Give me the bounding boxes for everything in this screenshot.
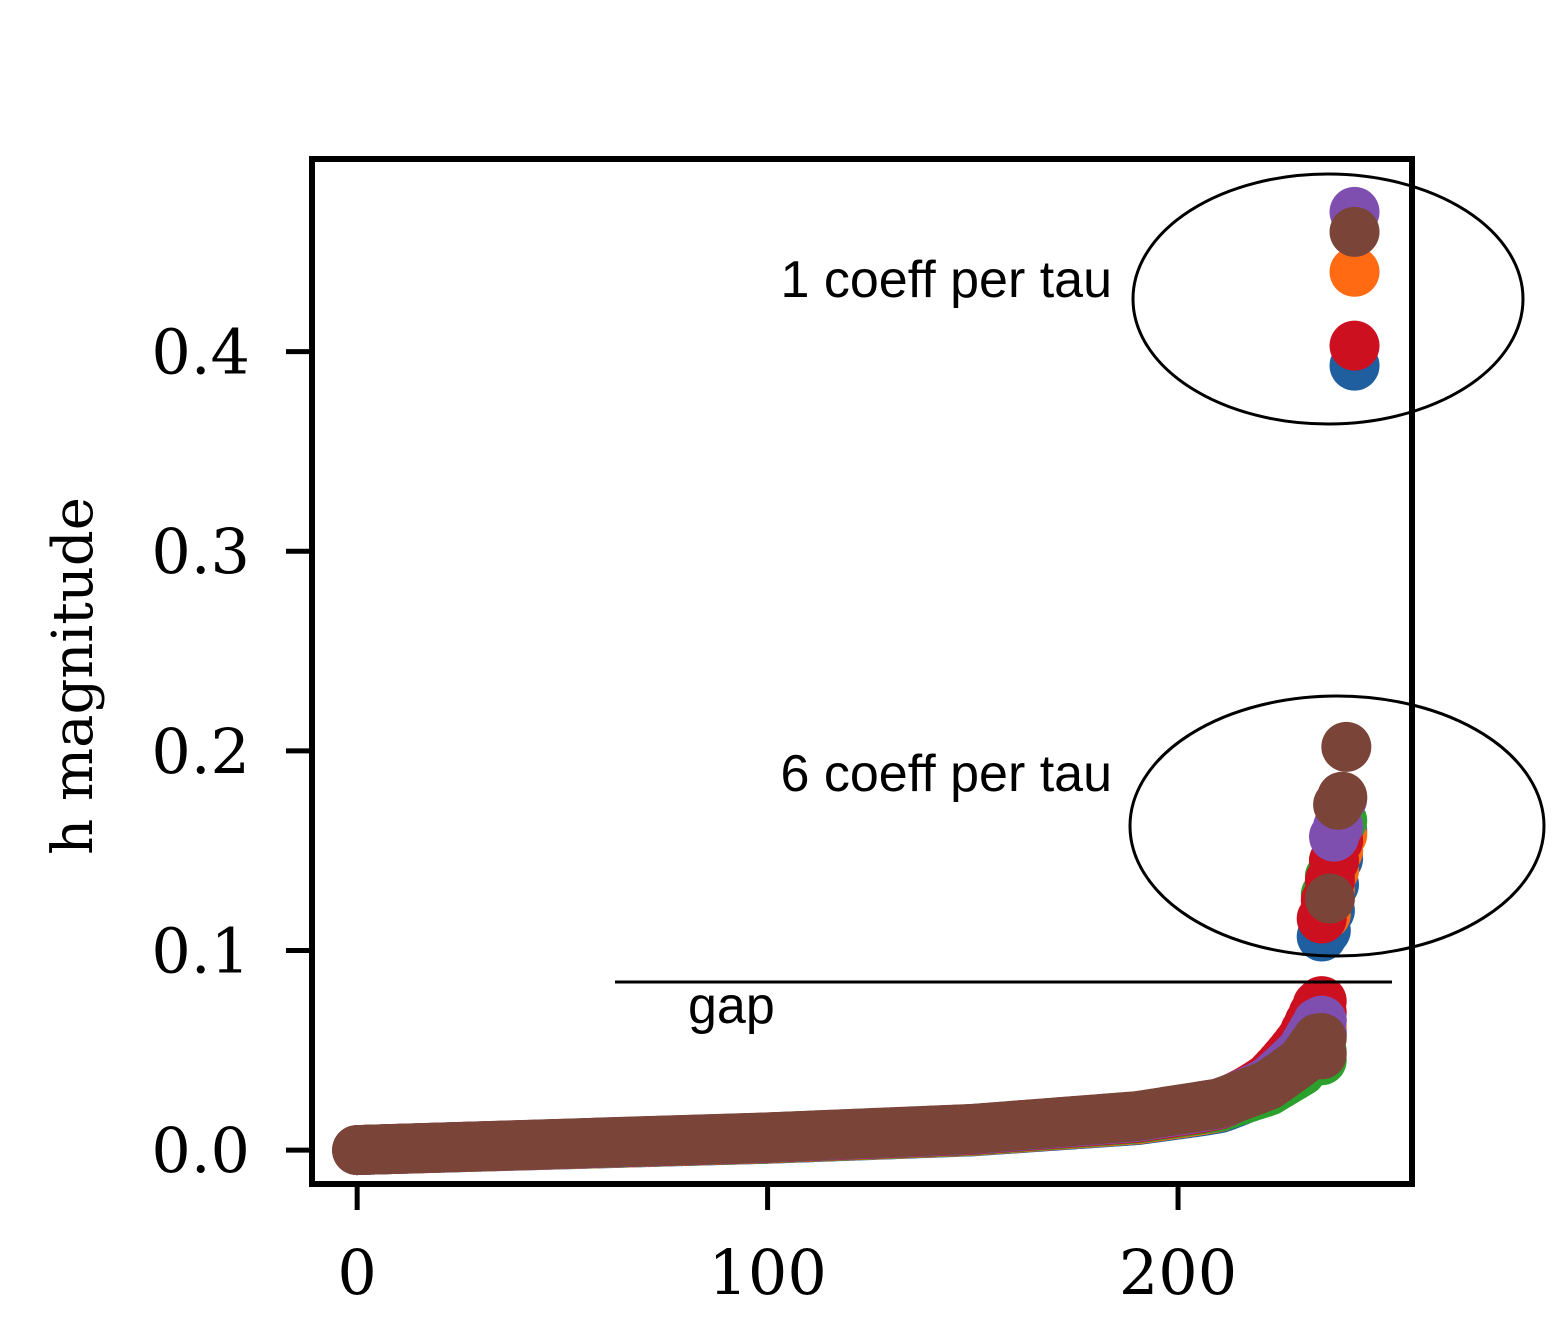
cluster-ellipse-1 bbox=[1131, 172, 1525, 426]
data-point bbox=[1296, 1029, 1347, 1080]
y-tick-label: 0.4 bbox=[151, 316, 250, 389]
y-axis-label: h magnitude bbox=[41, 497, 106, 855]
data-point bbox=[1329, 206, 1380, 257]
series-points bbox=[332, 206, 1380, 1176]
annotation-gap: gap bbox=[688, 977, 775, 1035]
annotations: 1 coeff per tau 6 coeff per tau gap bbox=[615, 172, 1546, 1035]
x-tick-label: 0 bbox=[337, 1236, 376, 1309]
series-points bbox=[332, 186, 1380, 1176]
plot-frame bbox=[309, 156, 1415, 1187]
data-point bbox=[1317, 771, 1368, 822]
axis-ticks: 0 100 200 0.0 0.1 0.2 0.3 0.4 bbox=[151, 316, 1237, 1309]
cluster-ellipse-6 bbox=[1128, 694, 1546, 958]
annotation-1-coeff: 1 coeff per tau bbox=[781, 251, 1113, 309]
series-points bbox=[332, 246, 1380, 1176]
y-tick-label: 0.1 bbox=[151, 914, 250, 987]
data-point bbox=[1304, 873, 1355, 924]
y-tick-label: 0.3 bbox=[151, 515, 250, 588]
data-point bbox=[1321, 721, 1372, 772]
data-points bbox=[332, 186, 1380, 1176]
y-tick-label: 0.0 bbox=[151, 1114, 250, 1187]
annotation-6-coeff: 6 coeff per tau bbox=[781, 745, 1113, 803]
data-point bbox=[1329, 246, 1380, 297]
x-tick-label: 200 bbox=[1119, 1236, 1237, 1309]
x-tick-label: 100 bbox=[708, 1236, 826, 1309]
y-tick-label: 0.2 bbox=[151, 715, 250, 788]
data-point bbox=[1329, 320, 1380, 371]
